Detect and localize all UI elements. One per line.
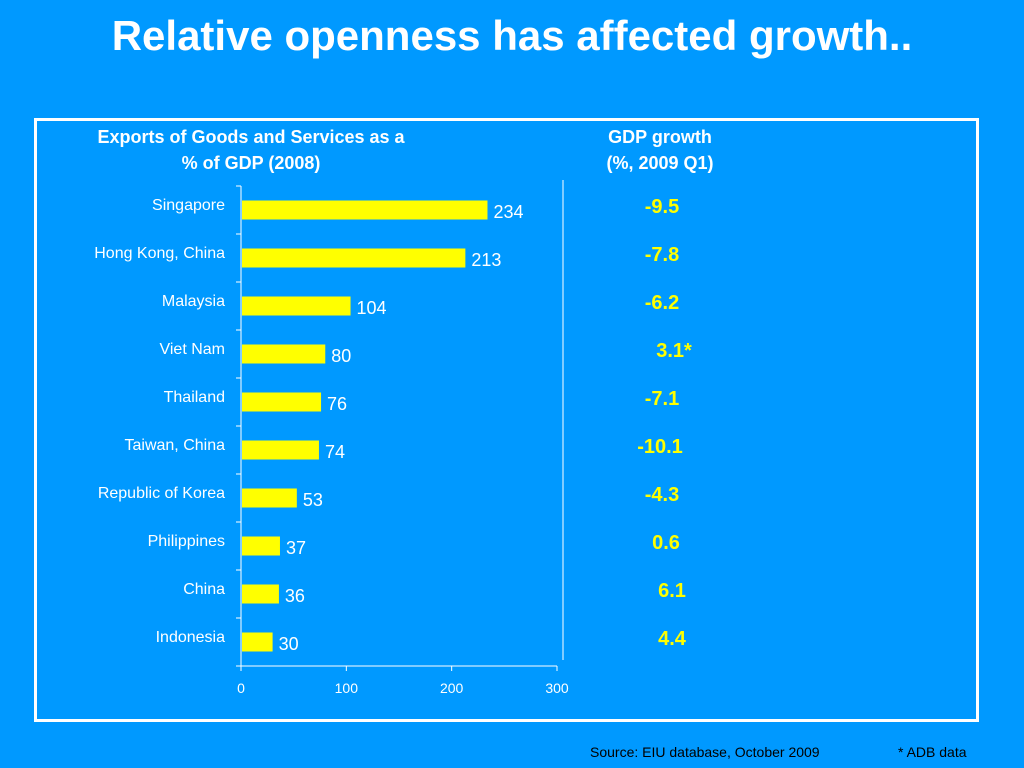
bar-value-label: 36 — [285, 586, 305, 606]
source-note: Source: EIU database, October 2009 — [590, 744, 820, 760]
gdp-growth-value: 0.6 — [652, 532, 680, 554]
bar-value-label: 74 — [325, 442, 345, 462]
exports-title-line1: Exports of Goods and Services as a — [97, 127, 405, 147]
gdp-growth-value: -7.8 — [644, 244, 680, 266]
category-label: Thailand — [164, 389, 225, 406]
x-axis-tick-label: 200 — [440, 680, 464, 696]
category-label: Malaysia — [162, 293, 225, 310]
adb-footnote: * ADB data — [898, 744, 967, 760]
bar-value-label: 76 — [327, 394, 347, 414]
bar-taiwan-china — [242, 440, 319, 460]
gdp-growth-value: 3.1* — [656, 340, 692, 362]
bar-indonesia — [242, 632, 273, 652]
category-label: Philippines — [148, 533, 225, 550]
x-axis-tick-label: 0 — [237, 680, 245, 696]
bar-viet-nam — [242, 344, 326, 364]
bar-value-label: 234 — [493, 202, 523, 222]
gdp-growth-value: 4.4 — [658, 628, 686, 650]
category-label: Indonesia — [156, 629, 225, 646]
category-label: Taiwan, China — [125, 437, 226, 454]
category-label: China — [183, 581, 225, 598]
x-axis-tick-label: 300 — [545, 680, 569, 696]
bar-value-label: 80 — [331, 346, 351, 366]
bar-malaysia — [242, 296, 351, 316]
gdp-growth-value: -7.1 — [644, 388, 680, 410]
bar-value-label: 53 — [303, 490, 323, 510]
category-label: Hong Kong, China — [94, 245, 225, 262]
bar-philippines — [242, 536, 280, 556]
gdp-growth-list: -9.5 -7.8 -6.2 3.1* -7.1 -10.1 -4.3 0.6 6.1 4.4 — [600, 0, 730, 768]
exports-title-line2: % of GDP (2008) — [181, 153, 321, 173]
chart-panel — [34, 118, 979, 722]
slide-title: Relative openness has affected growth.. — [111, 12, 913, 59]
bar-value-label: 30 — [279, 634, 299, 654]
exports-chart-title: Exports of Goods and Services as a % of … — [40, 124, 462, 176]
gdp-growth-value: -4.3 — [644, 484, 680, 506]
gdp-growth-value: 6.1 — [658, 580, 686, 602]
bar-hong-kong-china — [242, 248, 466, 268]
bar-value-label: 37 — [286, 538, 306, 558]
gdp-title-line1: GDP growth — [608, 127, 712, 147]
gdp-growth-value: -9.5 — [644, 196, 680, 218]
bar-singapore — [242, 200, 488, 220]
x-axis-tick-label: 100 — [335, 680, 359, 696]
bar-republic-of-korea — [242, 488, 297, 508]
category-label: Viet Nam — [159, 341, 225, 358]
bar-value-label: 104 — [357, 298, 387, 318]
bar-value-label: 213 — [471, 250, 501, 270]
category-label: Republic of Korea — [98, 485, 225, 502]
gdp-title-line2: (%, 2009 Q1) — [606, 153, 714, 173]
category-label: Singapore — [152, 197, 225, 214]
gdp-growth-value: -6.2 — [644, 292, 680, 314]
gdp-growth-title: GDP growth (%, 2009 Q1) — [560, 124, 760, 176]
bar-china — [242, 584, 279, 604]
bar-thailand — [242, 392, 322, 412]
gdp-growth-value: -10.1 — [637, 436, 683, 458]
